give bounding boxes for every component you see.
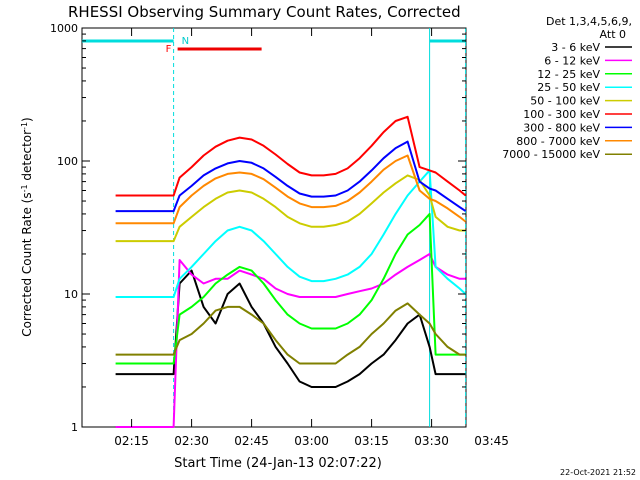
series-line (115, 302, 466, 365)
x-tick-label: 02:30 (174, 434, 209, 448)
series-line (115, 212, 466, 365)
legend-header-line1: Det 1,3,4,5,6,9, (546, 15, 632, 28)
legend-label: 100 - 300 keV (523, 108, 600, 121)
x-axis: 02:15 02:30 02:45 03:00 03:15 03:30 03:45 (114, 28, 509, 448)
x-tick-label: 02:15 (114, 434, 149, 448)
series-line (115, 174, 466, 243)
series-line (115, 269, 466, 388)
y-tick-label: 1000 (50, 22, 78, 35)
series-line (115, 169, 467, 298)
y-axis: 1 10 100 1000 (50, 22, 466, 434)
series-line (115, 115, 467, 197)
legend-header-line2: Att 0 (600, 28, 626, 41)
y-tick-label: 100 (57, 155, 78, 168)
series-layer (115, 115, 467, 428)
x-tick-label: 03:30 (414, 434, 449, 448)
y-tick-label: 10 (64, 288, 78, 301)
legend-label: 7000 - 15000 keV (502, 148, 600, 161)
y-tick-label: 1 (71, 421, 78, 434)
series-line (115, 253, 466, 428)
series-line (115, 154, 467, 225)
x-tick-label: 02:45 (234, 434, 269, 448)
timestamp: 22-Oct-2021 21:52 (560, 468, 636, 477)
x-axis-label: Start Time (24-Jan-13 02:07:22) (174, 456, 382, 471)
plot-area-frame (81, 27, 467, 428)
legend-label: 12 - 25 keV (537, 68, 600, 81)
x-tick-label: 03:00 (294, 434, 329, 448)
flag-n-label: N (182, 36, 189, 47)
chart-title: RHESSI Observing Summary Count Rates, Co… (68, 3, 461, 21)
series-line (115, 140, 467, 213)
legend-label: 50 - 100 keV (530, 95, 600, 108)
legend-label: 25 - 50 keV (537, 81, 600, 94)
y-axis-label: Corrected Count Rate (s-1 detector-1) (20, 117, 35, 336)
flag-f-label: F (166, 44, 172, 55)
annotation-layer (82, 28, 467, 427)
legend-label: 300 - 800 keV (523, 121, 600, 134)
x-tick-label: 03:15 (354, 434, 389, 448)
x-tick-label: 03:45 (474, 434, 509, 448)
legend-label: 800 - 7000 keV (516, 135, 600, 148)
legend-label: 3 - 6 keV (551, 41, 600, 54)
legend-label: 6 - 12 keV (544, 54, 600, 67)
